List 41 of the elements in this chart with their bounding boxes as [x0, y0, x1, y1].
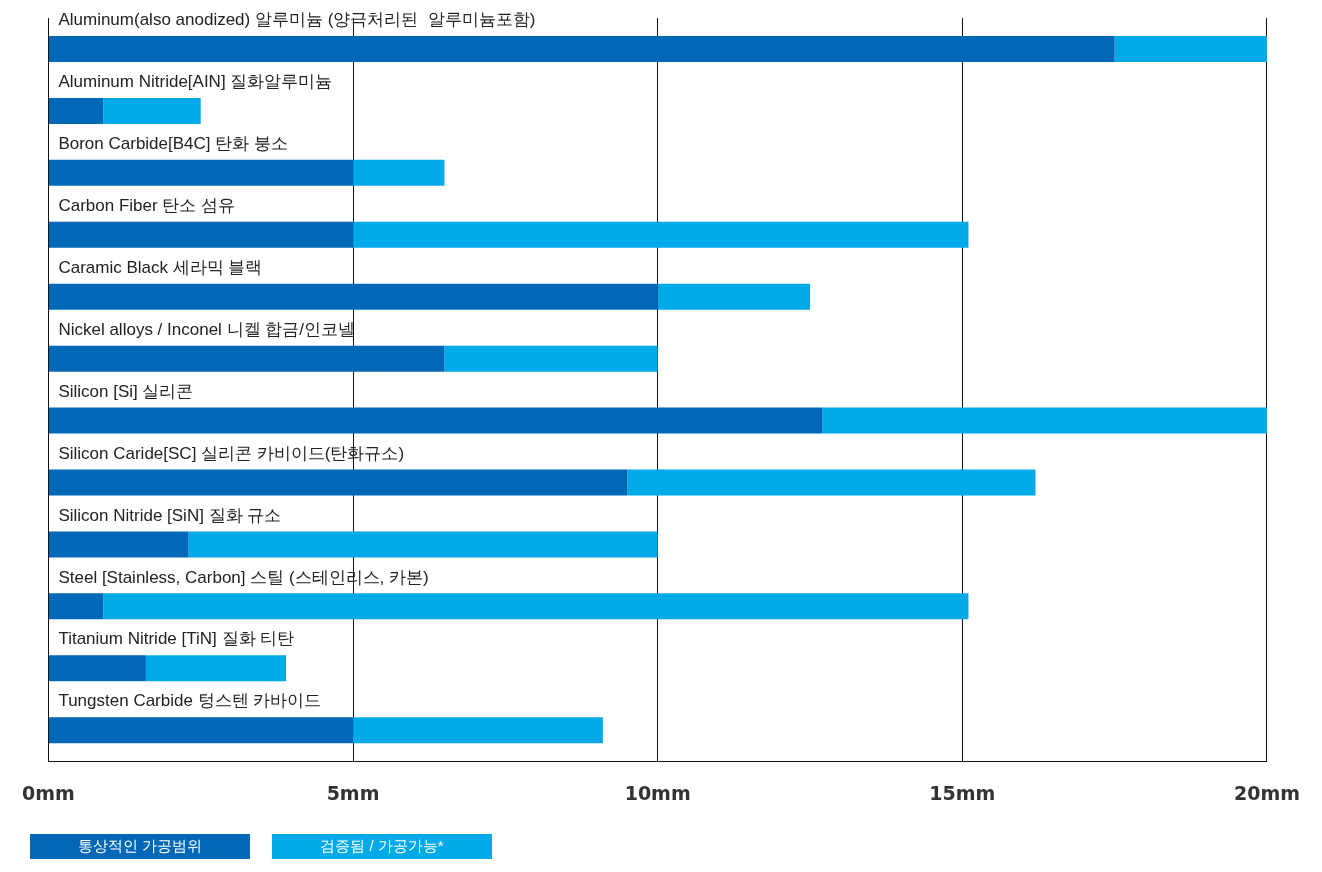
y-tick-label: Tungsten Carbide 텅스텐 카바이드: [58, 691, 322, 711]
y-tick-label: Titanium Nitride [TiN] 질화 티탄: [58, 629, 295, 649]
y-tick-label: Nickel alloys / Inconel 니켈 합금/인코넬: [58, 319, 356, 339]
bar: [657, 283, 811, 310]
x-tick-label: 10mm: [624, 781, 691, 804]
bar: [48, 221, 354, 248]
bar: [103, 593, 969, 620]
y-tick-label: Aluminum Nitride[AIN] 질화알루미늄: [58, 72, 333, 92]
bar: [822, 407, 1267, 434]
y-tick-label: Boron Carbide[B4C] 탄화 붕소: [58, 134, 288, 154]
text: 통상적인 가공범위: [30, 834, 250, 859]
bar: [103, 97, 201, 124]
bar: [1114, 35, 1267, 62]
y-tick-label: Caramic Black 세라믹 블랙: [58, 257, 263, 277]
bar: [353, 717, 603, 744]
x-tick-label: 15mm: [929, 781, 996, 804]
bar: [145, 655, 287, 682]
bar: [627, 469, 1036, 496]
y-tick-label: Carbon Fiber 탄소 섬유: [58, 195, 236, 215]
bar: [188, 531, 658, 558]
bar: [48, 35, 1115, 62]
bar: [353, 221, 969, 248]
bar: [48, 345, 445, 372]
bar: [48, 531, 189, 558]
bar: [444, 345, 658, 372]
y-tick-label: Silicon Nitride [SiN] 질화 규소: [58, 505, 282, 525]
bar: [48, 593, 104, 620]
text: 검증됨 / 가공가능*: [272, 834, 492, 859]
bar: [48, 717, 354, 744]
bar: [48, 469, 628, 496]
bar: [353, 159, 445, 186]
bar: [48, 283, 658, 310]
x-tick-label: 0mm: [21, 781, 75, 804]
y-tick-label: Silicon [Si] 실리콘: [58, 381, 194, 401]
y-tick-label: Aluminum(also anodized) 알루미늄 (양극처리된 알루미늄포함): [58, 10, 536, 30]
bar: [48, 159, 354, 186]
bar: [48, 655, 146, 682]
bar: [48, 407, 823, 434]
x-tick-label: 5mm: [326, 781, 380, 804]
bar: [48, 97, 104, 124]
x-tick-label: 20mm: [1233, 781, 1301, 804]
